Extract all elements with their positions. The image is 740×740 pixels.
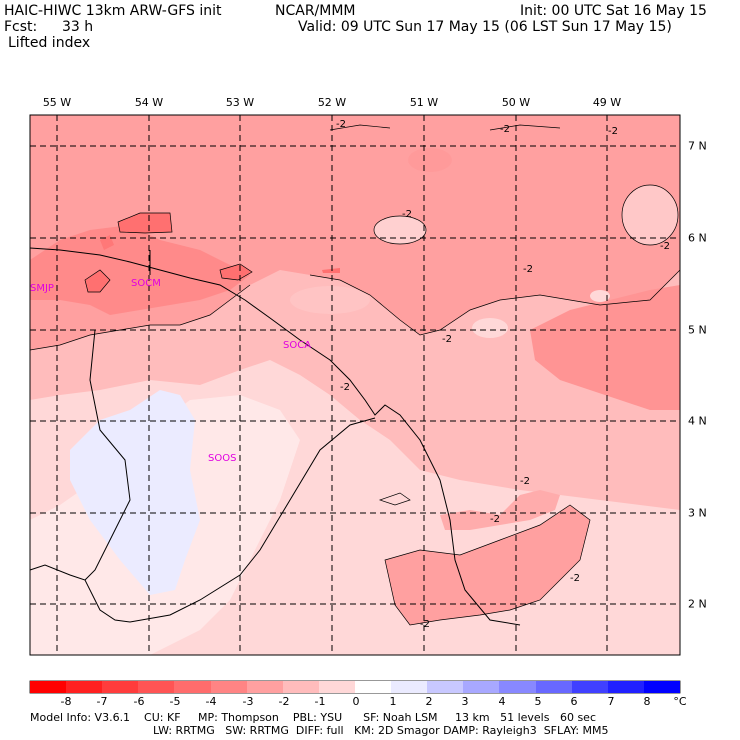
contour-label: -2 — [570, 573, 580, 584]
colorbar-swatch — [463, 681, 500, 693]
contour-label: -2 — [490, 514, 500, 525]
org-label: NCAR/MMM — [275, 3, 356, 19]
colorbar-tick: 5 — [534, 695, 542, 708]
model-info-line2: LW: RRTMG SW: RRTMG DIFF: full KM: 2D Sm… — [153, 724, 609, 737]
colorbar-tick: 1 — [389, 695, 397, 708]
lon-label-54w: 54 W — [134, 96, 164, 109]
colorbar-tick: -8 — [60, 695, 72, 708]
colorbar-tick: -5 — [169, 695, 181, 708]
contour-label: -2 — [520, 476, 530, 487]
colorbar-swatch — [318, 681, 356, 693]
fcst-label: Fcst: — [4, 19, 38, 35]
lon-label-50w: 50 W — [501, 96, 531, 109]
contour-label: -2 — [340, 382, 350, 393]
colorbar-swatch — [391, 681, 428, 693]
contour-label: -2 — [336, 119, 346, 130]
colorbar-swatch — [427, 681, 464, 693]
lifted-index-field — [30, 115, 680, 655]
colorbar-tick: -3 — [242, 695, 254, 708]
colorbar-tick: 8 — [643, 695, 651, 708]
colorbar-swatch — [210, 681, 248, 693]
graticule — [30, 115, 680, 655]
colorbar-tick: -7 — [96, 695, 108, 708]
contour-label: -2 — [660, 241, 670, 252]
colorbar-tick: -1 — [314, 695, 326, 708]
contour-label: -2 — [500, 124, 510, 135]
contour-label: -2 — [442, 334, 452, 345]
model-info-line1: Model Info: V3.6.1 CU: KF MP: Thompson P… — [30, 711, 597, 724]
lat-label-5n: 5 N — [688, 323, 707, 337]
station-smjp: SMJP — [30, 283, 54, 294]
colorbar-swatch — [571, 681, 609, 693]
coastlines-borders — [29, 247, 521, 626]
lon-label-53w: 53 W — [225, 96, 255, 109]
colorbar-tick: -4 — [205, 695, 217, 708]
lat-label-4n: 4 N — [688, 414, 707, 428]
lat-label-7n: 7 N — [688, 139, 707, 153]
station-socm: SOCM — [131, 278, 161, 289]
model-title: HAIC-HIWC 13km ARW-GFS init — [4, 3, 222, 19]
colorbar-swatch — [499, 681, 537, 693]
colorbar-swatch — [30, 681, 67, 693]
map-frame — [29, 114, 681, 656]
lon-label-55w: 55 W — [42, 96, 72, 109]
colorbar-swatch — [102, 681, 139, 693]
colorbar-swatch — [282, 681, 320, 693]
lon-label-51w: 51 W — [409, 96, 439, 109]
colorbar-swatch — [138, 681, 175, 693]
colorbar-swatch — [643, 681, 681, 693]
lat-label-6n: 6 N — [688, 231, 707, 245]
fcst-value: 33 h — [62, 19, 94, 35]
colorbar-tick: -6 — [133, 695, 145, 708]
colorbar-swatch — [174, 681, 212, 693]
lat-label-3n: 3 N — [688, 506, 707, 520]
lon-label-52w: 52 W — [317, 96, 347, 109]
colorbar-tick: 0 — [352, 695, 360, 708]
colorbar-swatch — [66, 681, 103, 693]
contour-label: -2 — [420, 619, 430, 630]
valid-time: Valid: 09 UTC Sun 17 May 15 (06 LST Sun … — [298, 19, 672, 35]
contour-label: -2 — [523, 264, 533, 275]
colorbar-tick: 6 — [570, 695, 578, 708]
station-soos: SOOS — [208, 453, 237, 464]
colorbar-tick: 3 — [461, 695, 469, 708]
station-soca: SOCA — [283, 340, 312, 351]
colorbar-swatch — [607, 681, 645, 693]
contour-label: -2 — [402, 209, 412, 220]
colorbar-tick: 7 — [607, 695, 615, 708]
field-name: Lifted index — [8, 35, 91, 51]
init-time: Init: 00 UTC Sat 16 May 15 — [520, 3, 707, 19]
contour-lines — [29, 124, 681, 626]
colorbar-swatch — [355, 681, 392, 693]
colorbar-tick: -2 — [278, 695, 290, 708]
lon-label-49w: 49 W — [592, 96, 622, 109]
colorbar-swatch — [535, 681, 573, 693]
contour-label: -2 — [608, 126, 618, 137]
lat-label-2n: 2 N — [688, 597, 707, 611]
colorbar-tick: 2 — [425, 695, 433, 708]
colorbar-swatch — [246, 681, 284, 693]
colorbar-tick: 4 — [498, 695, 506, 708]
colorbar-unit: °C — [673, 695, 687, 708]
